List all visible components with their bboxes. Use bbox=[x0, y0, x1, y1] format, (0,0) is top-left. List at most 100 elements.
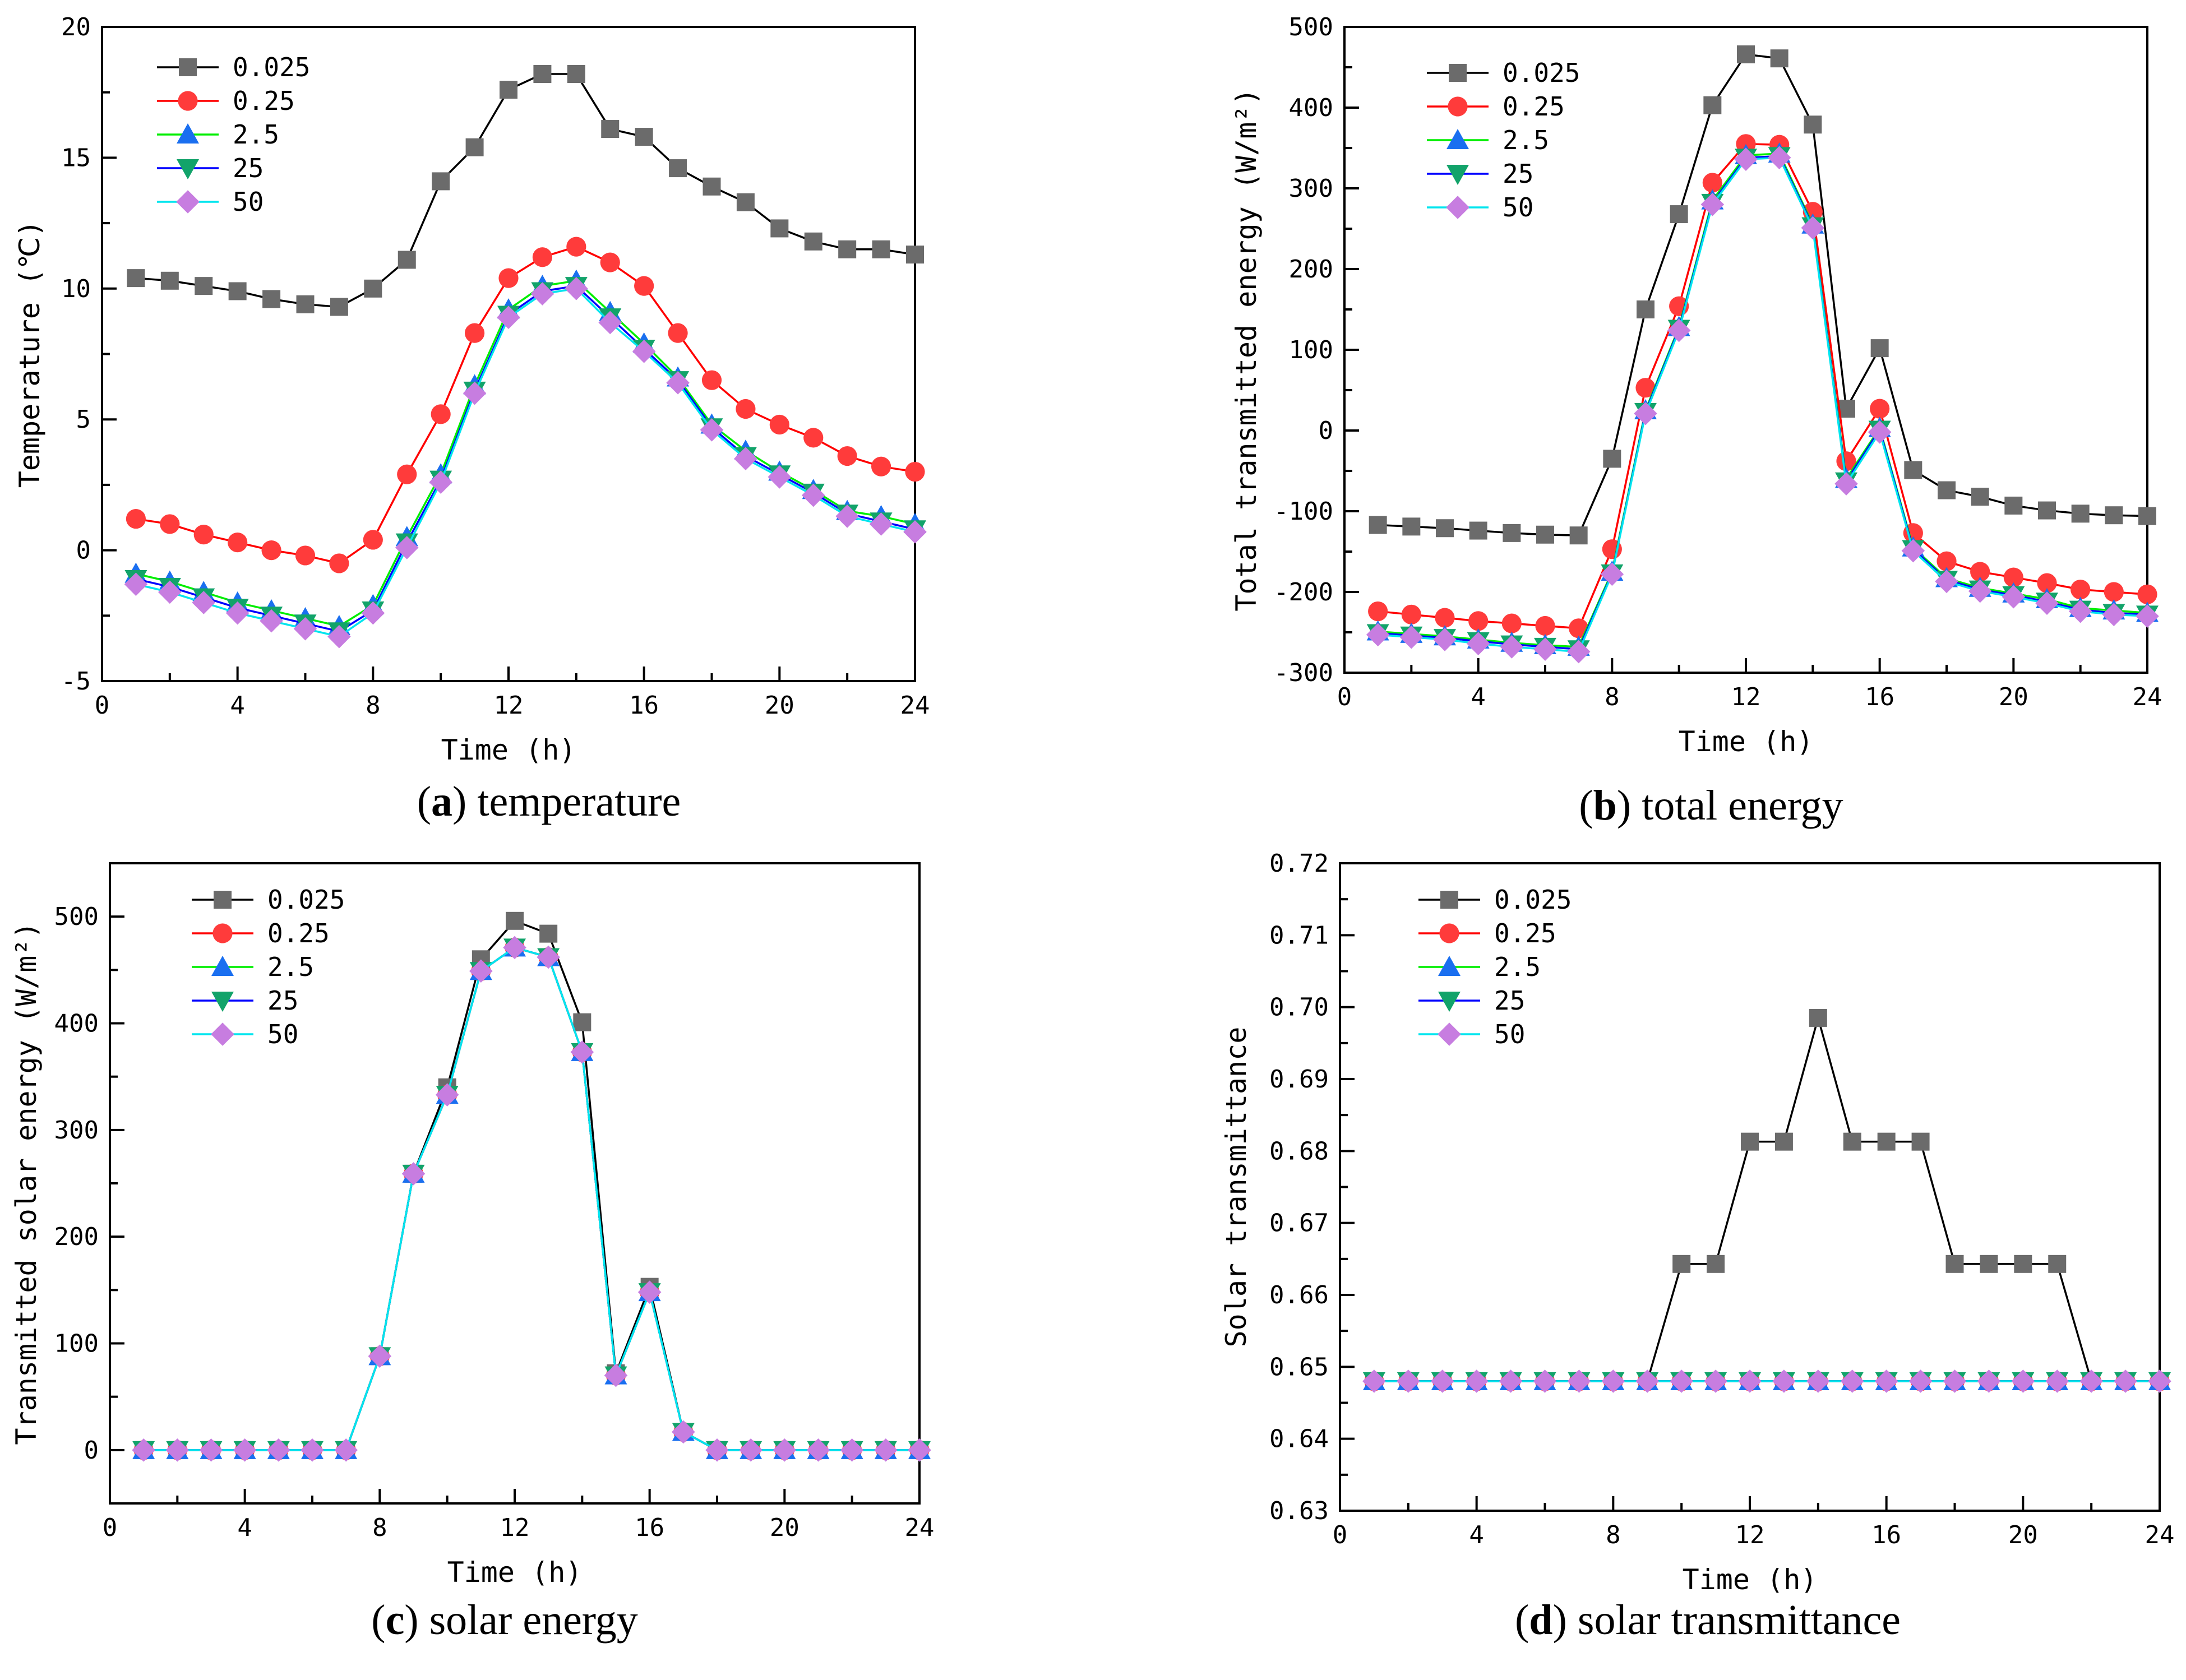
y-tick-label: 0.66 bbox=[1269, 1281, 1329, 1309]
series-50 bbox=[124, 277, 927, 649]
data-point bbox=[1635, 378, 1656, 398]
data-point bbox=[668, 323, 688, 343]
data-point bbox=[1874, 1369, 1898, 1393]
legend-label: 25 bbox=[1494, 985, 1525, 1016]
x-tick-label: 0 bbox=[95, 691, 110, 720]
data-point bbox=[838, 240, 857, 258]
data-point bbox=[497, 306, 520, 329]
y-tick-label: 200 bbox=[1289, 255, 1333, 284]
legend-marker bbox=[1438, 956, 1461, 976]
data-point bbox=[1468, 611, 1489, 631]
data-point bbox=[1464, 1369, 1489, 1393]
data-point bbox=[2136, 604, 2159, 628]
data-point bbox=[165, 1438, 190, 1462]
data-point bbox=[703, 177, 721, 196]
data-point bbox=[874, 1438, 898, 1462]
data-point bbox=[1737, 45, 1755, 63]
panel-caption: (a) temperature bbox=[417, 778, 681, 825]
legend-marker bbox=[1438, 1022, 1461, 1046]
data-point bbox=[1501, 613, 1522, 633]
data-point bbox=[1368, 601, 1388, 622]
legend-label: 0.25 bbox=[233, 86, 295, 116]
legend-marker bbox=[1440, 891, 1458, 909]
caption-text: ) temperature bbox=[452, 778, 681, 825]
data-point bbox=[463, 381, 487, 405]
data-point bbox=[768, 465, 792, 489]
data-point bbox=[295, 545, 316, 566]
legend-label: 2.5 bbox=[233, 119, 279, 150]
data-point bbox=[1369, 516, 1387, 534]
y-tick-label: 0.68 bbox=[1269, 1137, 1329, 1165]
data-point bbox=[1635, 1369, 1660, 1393]
data-point bbox=[1904, 461, 1922, 479]
data-point bbox=[2045, 1369, 2069, 1393]
data-point bbox=[601, 120, 620, 138]
data-point bbox=[1809, 1008, 1827, 1027]
data-point bbox=[1738, 1369, 1762, 1393]
series-0.025 bbox=[1365, 1008, 2169, 1390]
data-point bbox=[124, 572, 148, 596]
y-tick-label: 20 bbox=[61, 13, 91, 41]
y-tick-label: 300 bbox=[54, 1116, 99, 1145]
data-point bbox=[2048, 1255, 2067, 1273]
data-point bbox=[1702, 173, 1722, 193]
data-point bbox=[573, 1013, 591, 1031]
data-point bbox=[1901, 539, 1925, 563]
data-point bbox=[533, 65, 552, 84]
data-point bbox=[2014, 1255, 2032, 1273]
data-point bbox=[530, 282, 554, 306]
series-0.25 bbox=[133, 937, 930, 1460]
y-axis-title: Solar transmittance bbox=[1220, 1027, 1253, 1348]
x-tick-label: 8 bbox=[1605, 683, 1620, 711]
series-line bbox=[1378, 53, 2148, 536]
y-tick-label: 0.67 bbox=[1269, 1209, 1329, 1238]
series-line bbox=[1378, 143, 2148, 630]
x-tick-label: 24 bbox=[2145, 1521, 2175, 1549]
data-point bbox=[666, 371, 690, 395]
data-point bbox=[1397, 1369, 1420, 1393]
y-axis-title: Total transmitted energy (W/m²) bbox=[1230, 88, 1263, 611]
panel-b-total-energy: 0 4 8 12 16 20 24 -300 -200 -100 0 100 200 300 400 500 T… bbox=[1230, 13, 2162, 829]
legend-label: 25 bbox=[233, 153, 264, 183]
x-axis-title: Time (h) bbox=[1679, 725, 1814, 758]
caption-text: ) solar transmittance bbox=[1553, 1596, 1901, 1644]
data-point bbox=[632, 340, 656, 363]
series-0.25 bbox=[126, 237, 925, 573]
x-tick-label: 20 bbox=[1999, 683, 2028, 711]
data-point bbox=[598, 311, 622, 335]
data-point bbox=[361, 601, 385, 625]
y-tick-label: 0 bbox=[76, 536, 91, 565]
x-tick-label: 16 bbox=[629, 691, 659, 720]
data-point bbox=[329, 553, 349, 573]
data-point bbox=[2037, 573, 2057, 593]
legend-label: 50 bbox=[267, 1019, 298, 1049]
data-point bbox=[293, 617, 317, 641]
caption-text: ) total energy bbox=[1617, 782, 1843, 829]
series-line bbox=[1378, 155, 2148, 651]
data-point bbox=[1436, 519, 1454, 538]
x-tick-label: 12 bbox=[494, 691, 524, 720]
data-point bbox=[1870, 339, 1889, 358]
legend-label: 2.5 bbox=[267, 952, 314, 982]
data-point bbox=[1503, 524, 1521, 542]
data-point bbox=[837, 446, 857, 466]
data-point bbox=[1601, 1369, 1625, 1393]
data-point bbox=[1806, 1369, 1830, 1393]
data-point bbox=[432, 172, 450, 191]
data-point bbox=[1971, 488, 1989, 506]
legend-marker bbox=[1438, 992, 1461, 1012]
x-tick-label: 8 bbox=[366, 691, 381, 720]
data-point bbox=[635, 128, 653, 146]
panel-c-solar-energy: 0 4 8 12 16 20 24 0 100 200 300 400 500 Time (h) Trans… bbox=[10, 862, 934, 1644]
data-point bbox=[1600, 562, 1624, 586]
data-point bbox=[2038, 501, 2056, 520]
x-tick-label: 16 bbox=[635, 1514, 664, 1542]
data-point bbox=[1430, 1369, 1454, 1393]
data-point bbox=[1707, 1255, 1725, 1273]
panel-caption: (c) solar energy bbox=[371, 1596, 638, 1644]
series-line bbox=[136, 285, 916, 633]
data-point bbox=[1362, 1369, 1386, 1393]
